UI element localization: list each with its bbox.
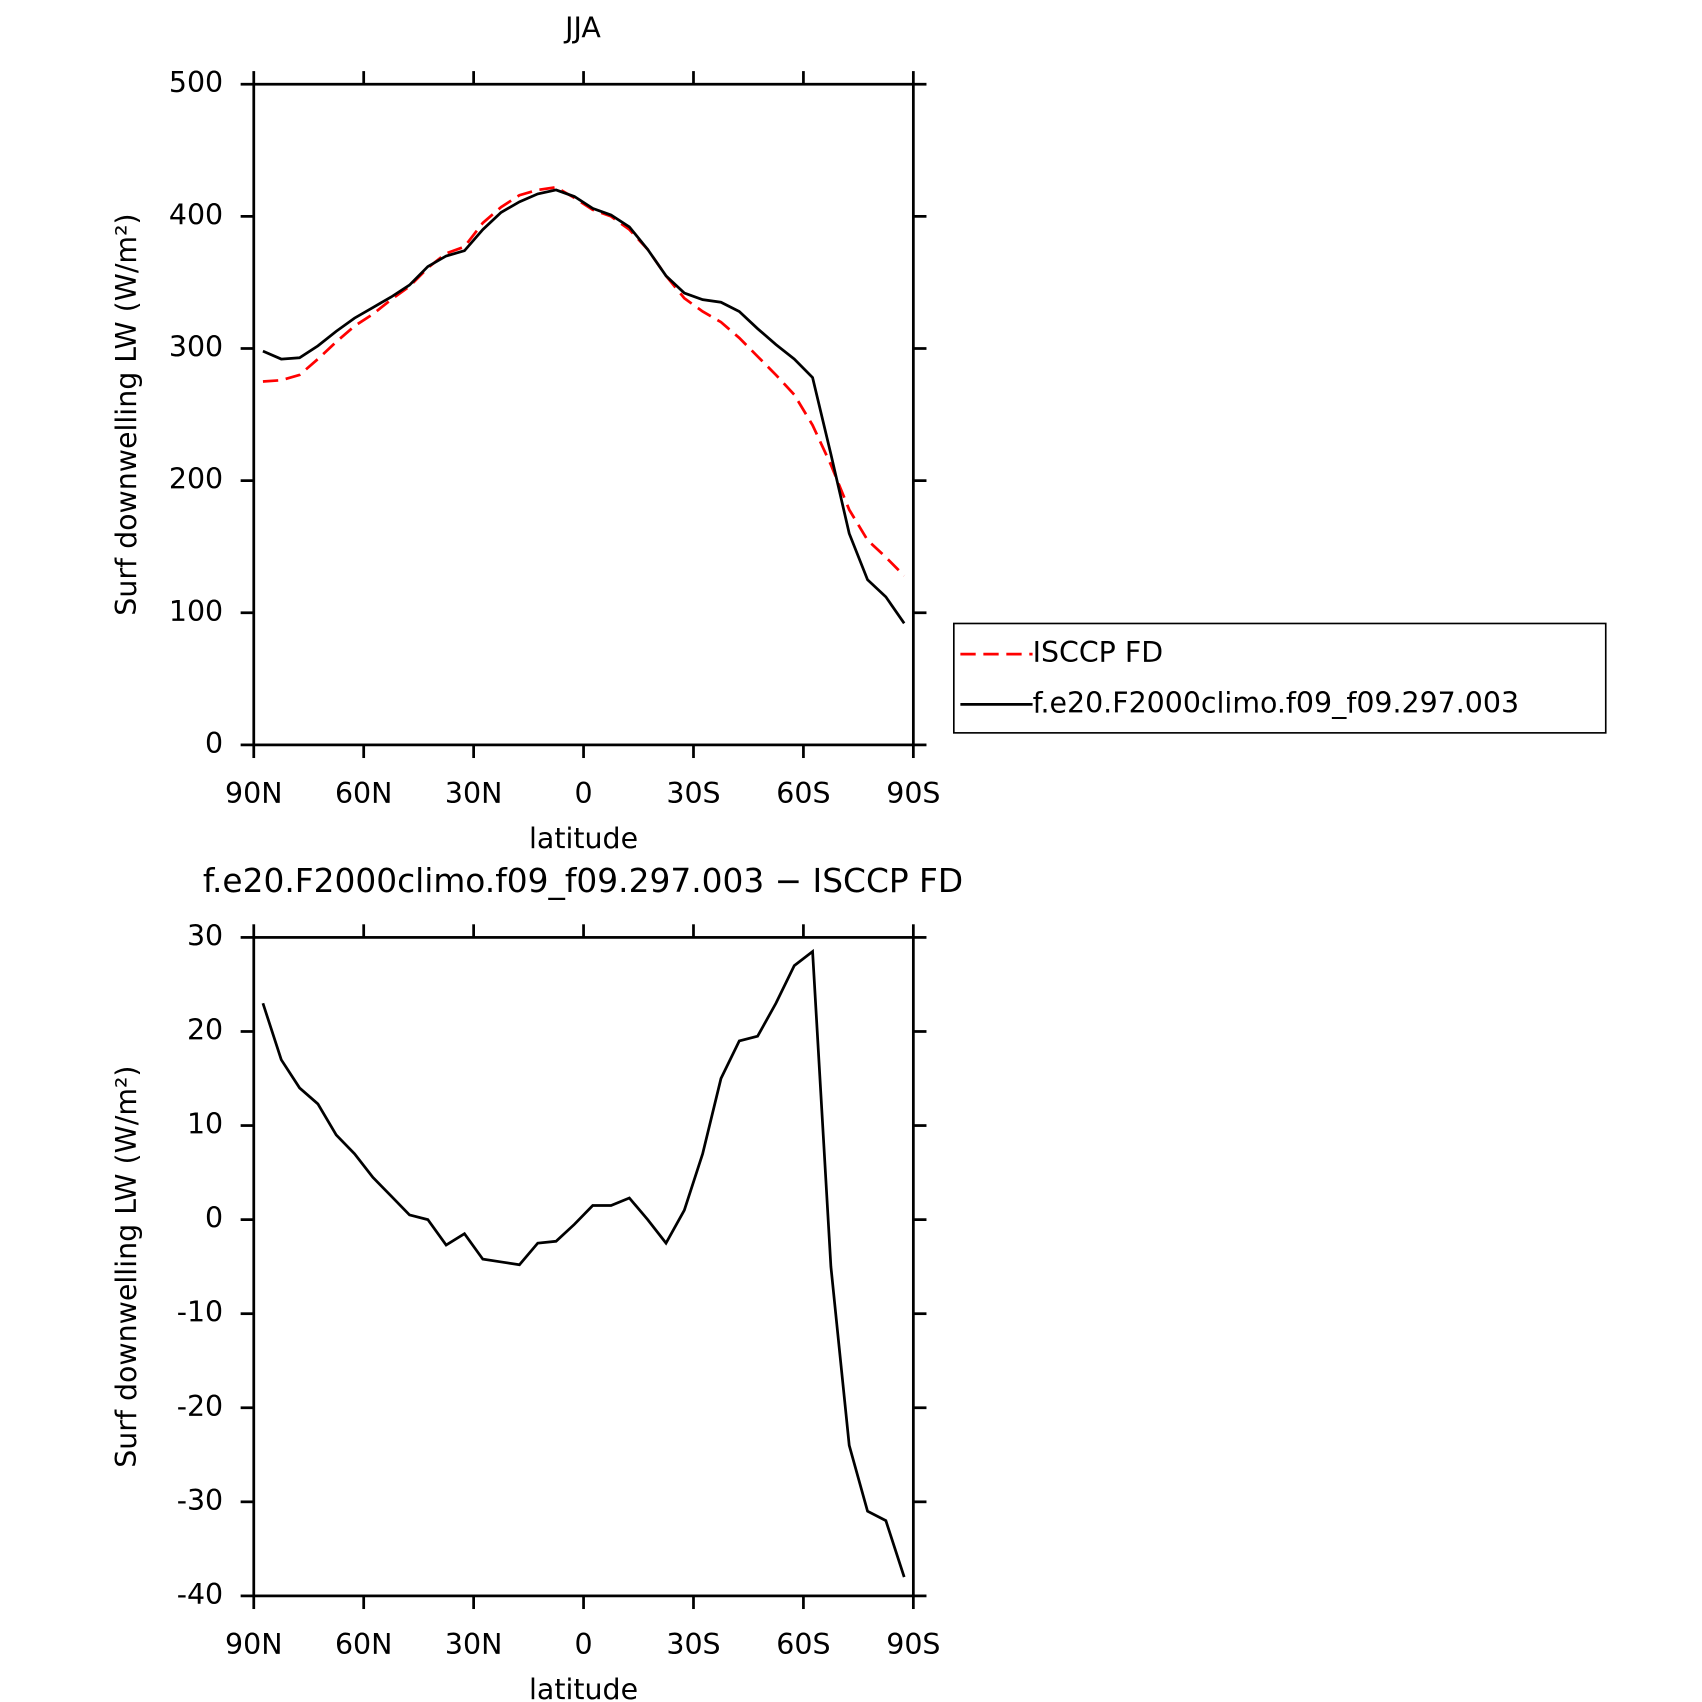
y-tick-label: 0 — [205, 1202, 223, 1235]
y-tick-label: 30 — [187, 919, 223, 952]
x-tick-label: 90N — [225, 777, 282, 810]
x-tick-label: 30S — [666, 1628, 720, 1661]
legend-label: ISCCP FD — [1033, 636, 1164, 669]
x-tick-label: 90S — [886, 1628, 940, 1661]
x-tick-label: 30N — [445, 1628, 502, 1661]
y-tick-label: 200 — [169, 463, 223, 496]
x-tick-label: 30S — [666, 777, 720, 810]
data-line — [261, 948, 906, 1578]
x-tick-label: 60N — [335, 777, 392, 810]
y-tick-label: 10 — [187, 1108, 223, 1141]
y-tick-label: -10 — [177, 1296, 223, 1329]
y-tick-label: 500 — [169, 66, 223, 99]
x-axis-label: latitude — [529, 1673, 638, 1702]
data-line — [262, 188, 906, 625]
y-tick-label: 0 — [205, 727, 223, 760]
chart-title: JJA — [563, 12, 601, 45]
y-tick-label: 400 — [169, 198, 223, 231]
y-tick-label: 100 — [169, 595, 223, 628]
y-tick-label: -40 — [177, 1578, 223, 1611]
y-axis-label: Surf downwelling LW (W/m²) — [110, 1066, 143, 1468]
data-line — [262, 185, 906, 577]
y-tick-label: -30 — [177, 1484, 223, 1517]
plot-frame — [252, 936, 915, 1598]
x-tick-label: 60S — [776, 1628, 830, 1661]
x-tick-label: 90N — [225, 1628, 282, 1661]
y-tick-label: 20 — [187, 1013, 223, 1046]
x-axis-label: latitude — [529, 822, 638, 855]
x-tick-label: 90S — [886, 777, 940, 810]
legend-box — [952, 622, 1607, 734]
plot-frame — [252, 82, 915, 747]
x-tick-label: 60N — [335, 1628, 392, 1661]
y-axis-label: Surf downwelling LW (W/m²) — [110, 213, 143, 615]
x-tick-label: 30N — [445, 777, 502, 810]
legend-label: f.e20.F2000climo.f09_f09.297.003 — [1033, 686, 1520, 719]
y-tick-label: 300 — [169, 330, 223, 363]
y-tick-label: -20 — [177, 1390, 223, 1423]
x-tick-label: 0 — [575, 1628, 593, 1661]
x-tick-label: 0 — [575, 777, 593, 810]
x-tick-label: 60S — [776, 777, 830, 810]
chart-title: f.e20.F2000climo.f09_f09.297.003 − ISCCP… — [203, 862, 963, 900]
